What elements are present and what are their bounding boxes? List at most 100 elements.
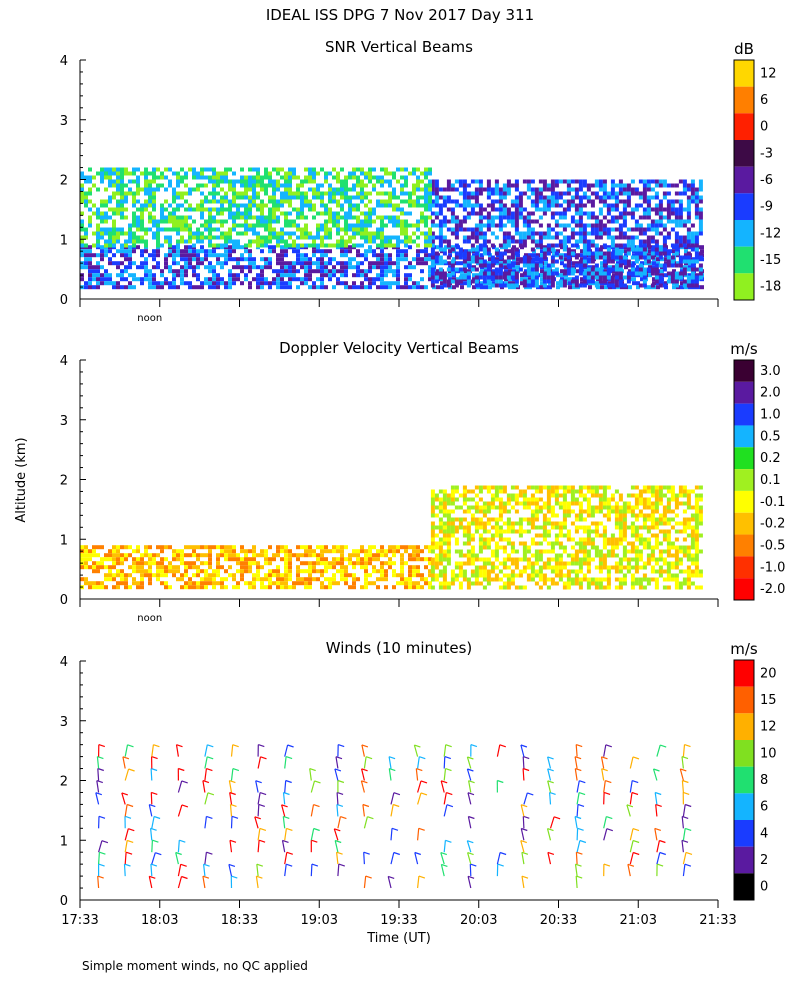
snr-heatmap-cell [296,235,300,240]
snr-heatmap-cell [598,211,603,216]
doppler-heatmap-cell [320,573,324,578]
snr-heatmap-cell [340,203,344,208]
doppler-heatmap-cell [120,573,124,578]
snr-heatmap-cell [196,203,200,208]
snr-heatmap-cell [542,247,547,252]
snr-heatmap-cell [618,263,623,268]
snr-heatmap-cell [458,275,463,280]
snr-heatmap-cell [694,259,699,264]
doppler-heatmap-cell [482,585,487,590]
snr-heatmap-cell [264,281,268,286]
doppler-heatmap-cell [502,537,507,542]
doppler-heatmap-cell [424,565,428,570]
snr-heatmap-cell [518,243,523,248]
snr-heatmap-cell [128,261,132,266]
snr-heatmap-cell [156,227,160,232]
doppler-heatmap-cell [408,577,412,582]
snr-heatmap-cell [256,265,260,270]
snr-heatmap-cell [518,211,523,216]
snr-heatmap-cell [184,191,188,196]
snr-heatmap-cell [514,271,519,276]
colorbar-label: -3 [760,146,773,161]
snr-heatmap-cell [380,239,384,244]
snr-heatmap-cell [526,183,531,188]
snr-heatmap-cell [404,219,408,224]
snr-heatmap-cell [360,195,364,200]
doppler-heatmap-cell [128,585,132,590]
snr-heatmap-cell [430,247,435,252]
snr-heatmap-cell [272,211,276,216]
snr-heatmap-cell [580,253,584,258]
snr-heatmap-cell [104,243,108,248]
snr-heatmap-cell [368,265,372,270]
snr-heatmap-cell [164,215,168,220]
snr-heatmap-cell [582,227,587,232]
doppler-heatmap-cell [598,553,603,558]
snr-heatmap-cell [682,279,687,284]
doppler-heatmap-cell [614,537,619,542]
snr-heatmap-cell [582,235,587,240]
doppler-heatmap-cell [438,561,443,566]
doppler-heatmap-cell [598,501,603,506]
snr-heatmap-cell [120,203,124,208]
snr-heatmap-cell [208,219,212,224]
snr-heatmap-cell [678,259,683,264]
snr-heatmap-cell [288,281,292,286]
snr-heatmap-cell [562,247,567,252]
snr-heatmap-cell [514,195,519,200]
snr-heatmap-cell [336,191,340,196]
snr-heatmap-cell [678,207,683,212]
snr-heatmap-cell [474,275,479,280]
doppler-heatmap-cell [610,549,615,554]
snr-heatmap-cell [248,239,252,244]
doppler-heatmap-cell [470,505,475,510]
snr-heatmap-cell [360,231,364,236]
doppler-heatmap-cell [84,557,88,562]
snr-heatmap-cell [424,203,428,208]
snr-heatmap-cell [240,253,244,258]
snr-heatmap-cell [416,281,420,286]
snr-heatmap-cell [534,191,539,196]
snr-heatmap-cell [490,271,495,276]
snr-heatmap-cell [534,275,539,280]
snr-heatmap-cell [356,195,360,200]
doppler-heatmap-cell [332,573,336,578]
snr-heatmap-cell [458,183,463,188]
snr-heatmap-cell [164,235,168,240]
x-axis-label: Time (UT) [366,931,431,946]
snr-heatmap-cell [686,211,691,216]
snr-heatmap-cell [288,167,292,172]
snr-heatmap-cell [344,269,348,274]
snr-heatmap-cell [352,227,356,232]
snr-heatmap-cell [268,171,272,176]
doppler-heatmap-cell [364,585,368,590]
doppler-heatmap-cell [284,553,288,558]
doppler-heatmap-cell [574,577,579,582]
doppler-heatmap-cell [498,489,503,494]
snr-heatmap-cell [538,235,543,240]
snr-heatmap-cell [642,207,647,212]
doppler-heatmap-cell [264,561,268,566]
doppler-heatmap-cell [546,557,551,562]
snr-heatmap-cell [120,231,124,236]
snr-heatmap-cell [260,203,264,208]
doppler-heatmap-cell [530,493,535,498]
snr-heatmap-cell [120,195,124,200]
doppler-heatmap-cell [376,553,380,558]
doppler-heatmap-cell [232,577,236,582]
snr-heatmap-cell [586,251,591,256]
snr-heatmap-cell [670,271,675,276]
snr-heatmap-cell [200,249,204,254]
snr-heatmap-cell [332,191,336,196]
snr-heatmap-cell [696,273,700,278]
snr-heatmap-cell [344,261,348,266]
doppler-heatmap-cell [312,569,316,574]
doppler-heatmap-cell [276,549,280,554]
snr-heatmap-cell [200,245,204,250]
snr-heatmap-cell [336,243,340,248]
snr-heatmap-cell [112,191,116,196]
doppler-heatmap-cell [100,561,104,566]
doppler-heatmap-cell [554,485,559,490]
snr-heatmap-cell [144,167,148,172]
snr-heatmap-cell [320,167,324,172]
